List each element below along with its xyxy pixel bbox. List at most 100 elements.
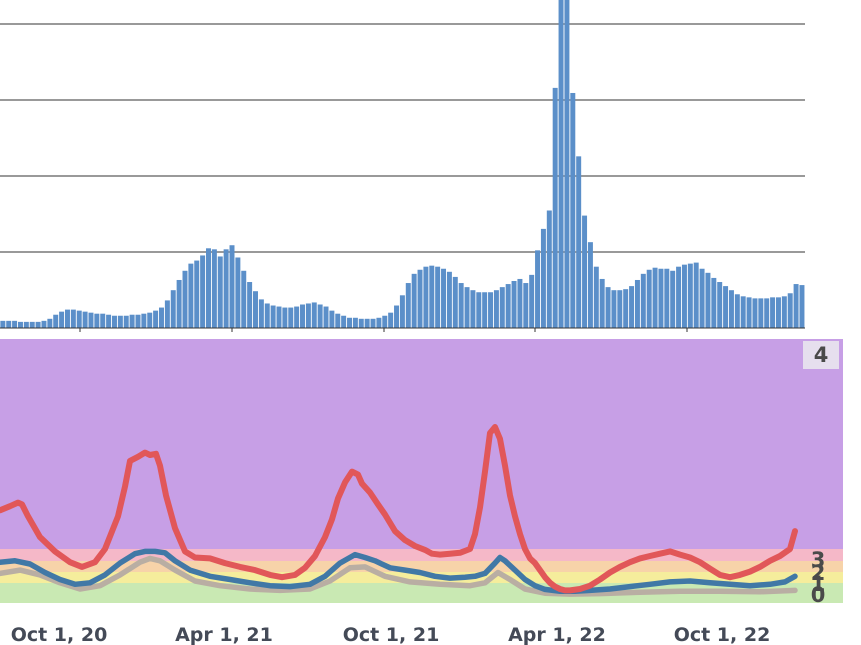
- bar: [764, 298, 770, 328]
- bar: [482, 292, 488, 328]
- bar: [470, 290, 476, 328]
- band-label-4: 4: [814, 343, 829, 367]
- bar: [35, 321, 41, 328]
- bar: [6, 320, 12, 328]
- bar: [517, 278, 523, 328]
- bar: [276, 306, 282, 328]
- bar: [605, 287, 611, 328]
- bar: [787, 293, 793, 328]
- bar: [681, 264, 687, 328]
- x-tick-label: Oct 1, 21: [343, 624, 440, 645]
- bar: [317, 304, 323, 328]
- band-label-1: 1: [811, 572, 826, 596]
- bar: [758, 298, 764, 328]
- band-label-bg: [803, 341, 839, 369]
- bar: [540, 228, 546, 328]
- bar: [775, 297, 781, 328]
- bar: [699, 268, 705, 328]
- bar: [82, 311, 88, 328]
- bar: [523, 283, 529, 328]
- bar: [147, 312, 153, 328]
- bar: [135, 314, 141, 328]
- bar: [576, 156, 582, 328]
- bar: [288, 307, 294, 328]
- bar: [582, 215, 588, 328]
- bar: [441, 268, 447, 328]
- bar: [435, 266, 441, 328]
- bar: [270, 305, 276, 328]
- bar: [488, 292, 494, 328]
- bar: [658, 268, 664, 328]
- bar: [123, 315, 129, 328]
- bar: [793, 284, 799, 328]
- bar: [399, 295, 405, 328]
- x-tick-label: Apr 1, 22: [508, 624, 606, 645]
- bar: [53, 314, 59, 328]
- bar: [247, 282, 253, 328]
- bar: [752, 298, 758, 328]
- bar: [599, 278, 605, 328]
- bar: [693, 262, 699, 328]
- bar: [629, 286, 635, 328]
- bar: [29, 321, 35, 328]
- x-tick-label: Apr 1, 21: [175, 624, 273, 645]
- band-1: [0, 572, 843, 583]
- bar: [153, 310, 159, 328]
- bar: [47, 318, 53, 328]
- bar: [382, 315, 388, 328]
- bar: [799, 285, 805, 328]
- bar: [258, 299, 264, 328]
- bar: [593, 266, 599, 328]
- bar: [634, 279, 640, 328]
- bar: [311, 302, 317, 328]
- bar: [12, 320, 18, 328]
- bar: [670, 270, 676, 328]
- bar: [623, 289, 629, 328]
- bar: [211, 249, 217, 328]
- band-label-0: 0: [811, 583, 826, 607]
- bar: [329, 310, 335, 328]
- bar: [529, 274, 535, 328]
- bar: [358, 318, 364, 328]
- bar: [64, 309, 70, 328]
- x-tick-label: Oct 1, 20: [11, 624, 108, 645]
- bar: [781, 296, 787, 328]
- bar: [111, 315, 117, 328]
- bar: [335, 313, 341, 328]
- bar: [159, 307, 164, 328]
- bar: [411, 273, 417, 328]
- bar: [717, 282, 723, 328]
- bar: [535, 250, 541, 328]
- bar: [253, 291, 258, 328]
- bar: [505, 284, 511, 328]
- blue-series-line: [0, 548, 798, 595]
- bar: [429, 265, 435, 328]
- bar: [200, 255, 206, 328]
- bar: [282, 307, 288, 328]
- bar: [217, 256, 223, 328]
- bar: [587, 242, 593, 328]
- bar: [611, 290, 617, 328]
- bar: [106, 314, 112, 328]
- gray-series-line: [0, 555, 798, 597]
- bar: [617, 290, 623, 328]
- bar: [229, 245, 235, 328]
- bar: [241, 270, 247, 328]
- bar: [728, 290, 734, 328]
- red-series-line: [0, 424, 798, 594]
- bar: [458, 283, 464, 328]
- band-2: [0, 561, 843, 572]
- bar: [305, 303, 311, 328]
- bar: [446, 271, 452, 328]
- bar: [676, 266, 682, 328]
- bar: [417, 269, 423, 328]
- top-bar-chart: [0, 0, 805, 332]
- bar: [235, 257, 241, 328]
- bar: [640, 273, 646, 328]
- bar: [423, 266, 429, 328]
- bar: [746, 297, 752, 328]
- bar: [664, 268, 670, 328]
- bar: [646, 269, 652, 328]
- bar: [493, 290, 499, 328]
